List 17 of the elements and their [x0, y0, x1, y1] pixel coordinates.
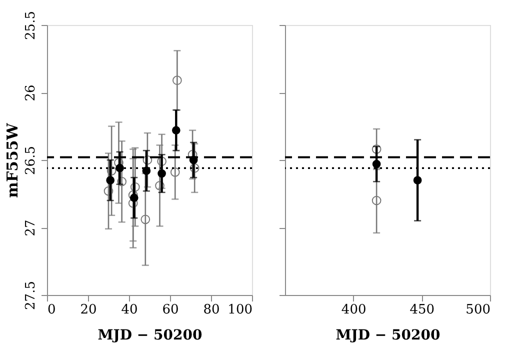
x-tick-label: 100 — [228, 302, 252, 318]
x-tick-label: 40 — [121, 302, 138, 318]
x-tick-label: 0 — [48, 302, 56, 318]
y-tick-label: 26.5 — [24, 146, 38, 175]
y-tick-label: 27.5 — [24, 281, 38, 310]
x-tick-label: 20 — [80, 302, 97, 318]
x-tick-label: 450 — [410, 302, 435, 318]
y-axis-title: mF555W — [4, 122, 22, 198]
x-tick-label: 60 — [162, 302, 179, 318]
x-tick-label: 500 — [466, 302, 490, 318]
x-tick-label: 400 — [341, 302, 366, 318]
y-tick-label: 27 — [24, 220, 38, 236]
x-axis-title: MJD − 50200 — [336, 328, 440, 344]
y-tick-label: 26 — [24, 84, 38, 102]
x-axis-title: MJD − 50200 — [98, 328, 202, 344]
x-tick-label: 80 — [203, 302, 220, 318]
y-tick-label: 25.5 — [24, 11, 38, 40]
